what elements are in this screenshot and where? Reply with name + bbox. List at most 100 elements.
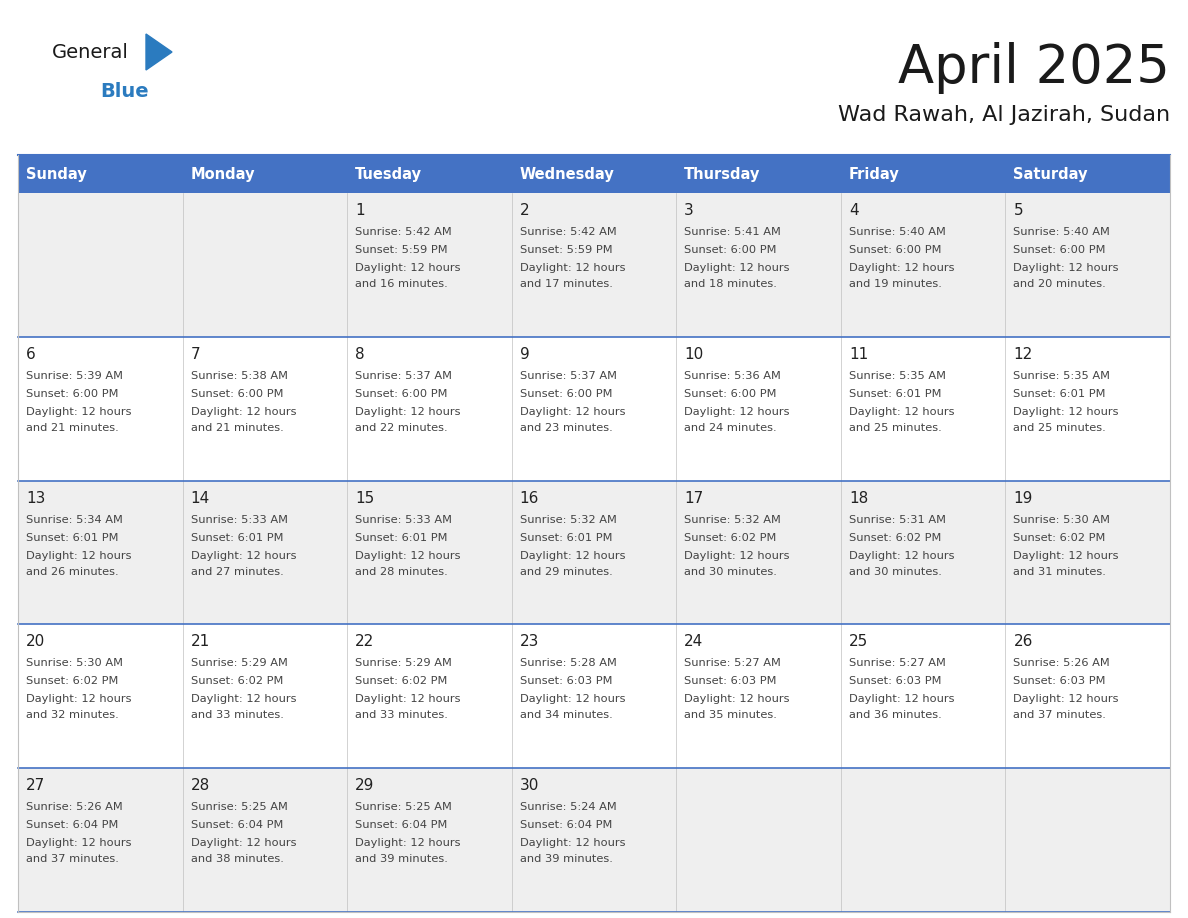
Text: Daylight: 12 hours: Daylight: 12 hours xyxy=(684,551,790,561)
Text: Sunset: 5:59 PM: Sunset: 5:59 PM xyxy=(519,245,612,255)
Text: and 20 minutes.: and 20 minutes. xyxy=(1013,279,1106,289)
Text: Daylight: 12 hours: Daylight: 12 hours xyxy=(1013,263,1119,273)
Text: Sunset: 6:03 PM: Sunset: 6:03 PM xyxy=(849,677,941,687)
Text: Daylight: 12 hours: Daylight: 12 hours xyxy=(519,694,625,704)
Text: and 36 minutes.: and 36 minutes. xyxy=(849,711,942,721)
Text: Tuesday: Tuesday xyxy=(355,166,422,182)
Bar xyxy=(18,337,1170,481)
Text: Sunrise: 5:24 AM: Sunrise: 5:24 AM xyxy=(519,802,617,812)
Text: Blue: Blue xyxy=(100,82,148,101)
Text: 16: 16 xyxy=(519,490,539,506)
Text: Sunrise: 5:37 AM: Sunrise: 5:37 AM xyxy=(519,371,617,381)
Text: and 33 minutes.: and 33 minutes. xyxy=(355,711,448,721)
Text: Wednesday: Wednesday xyxy=(519,166,614,182)
Text: and 19 minutes.: and 19 minutes. xyxy=(849,279,942,289)
Text: Sunrise: 5:40 AM: Sunrise: 5:40 AM xyxy=(849,227,946,237)
Bar xyxy=(18,768,1170,912)
Text: Sunset: 6:00 PM: Sunset: 6:00 PM xyxy=(355,389,448,398)
Text: Sunset: 6:01 PM: Sunset: 6:01 PM xyxy=(26,532,119,543)
Text: and 35 minutes.: and 35 minutes. xyxy=(684,711,777,721)
Text: Daylight: 12 hours: Daylight: 12 hours xyxy=(355,407,461,417)
Text: and 31 minutes.: and 31 minutes. xyxy=(1013,566,1106,577)
Text: and 16 minutes.: and 16 minutes. xyxy=(355,279,448,289)
Text: and 33 minutes.: and 33 minutes. xyxy=(190,711,284,721)
Text: Sunset: 6:00 PM: Sunset: 6:00 PM xyxy=(26,389,119,398)
Text: 22: 22 xyxy=(355,634,374,649)
Text: and 22 minutes.: and 22 minutes. xyxy=(355,423,448,432)
Text: 21: 21 xyxy=(190,634,210,649)
Text: 13: 13 xyxy=(26,490,45,506)
Text: and 23 minutes.: and 23 minutes. xyxy=(519,423,613,432)
Text: 19: 19 xyxy=(1013,490,1032,506)
Text: and 28 minutes.: and 28 minutes. xyxy=(355,566,448,577)
Text: and 37 minutes.: and 37 minutes. xyxy=(26,855,119,864)
Text: and 17 minutes.: and 17 minutes. xyxy=(519,279,613,289)
Text: Wad Rawah, Al Jazirah, Sudan: Wad Rawah, Al Jazirah, Sudan xyxy=(838,105,1170,125)
Text: 7: 7 xyxy=(190,347,201,362)
Text: Sunset: 6:03 PM: Sunset: 6:03 PM xyxy=(1013,677,1106,687)
Text: 27: 27 xyxy=(26,778,45,793)
Text: Sunset: 6:04 PM: Sunset: 6:04 PM xyxy=(26,820,119,830)
Text: 26: 26 xyxy=(1013,634,1032,649)
Text: and 30 minutes.: and 30 minutes. xyxy=(684,566,777,577)
Text: Daylight: 12 hours: Daylight: 12 hours xyxy=(1013,694,1119,704)
Text: 29: 29 xyxy=(355,778,374,793)
Text: 12: 12 xyxy=(1013,347,1032,362)
Text: Sunrise: 5:29 AM: Sunrise: 5:29 AM xyxy=(190,658,287,668)
Text: Daylight: 12 hours: Daylight: 12 hours xyxy=(355,694,461,704)
Text: Sunrise: 5:27 AM: Sunrise: 5:27 AM xyxy=(849,658,946,668)
Text: 18: 18 xyxy=(849,490,868,506)
Text: 24: 24 xyxy=(684,634,703,649)
Text: and 39 minutes.: and 39 minutes. xyxy=(355,855,448,864)
Text: Sunrise: 5:25 AM: Sunrise: 5:25 AM xyxy=(355,802,451,812)
Text: Sunset: 6:02 PM: Sunset: 6:02 PM xyxy=(26,677,119,687)
Text: Sunrise: 5:42 AM: Sunrise: 5:42 AM xyxy=(519,227,617,237)
Bar xyxy=(18,193,1170,337)
Text: Sunrise: 5:38 AM: Sunrise: 5:38 AM xyxy=(190,371,287,381)
Text: Daylight: 12 hours: Daylight: 12 hours xyxy=(519,263,625,273)
Text: 11: 11 xyxy=(849,347,868,362)
Text: Daylight: 12 hours: Daylight: 12 hours xyxy=(26,551,132,561)
Text: Sunset: 6:00 PM: Sunset: 6:00 PM xyxy=(684,245,777,255)
Text: Sunrise: 5:29 AM: Sunrise: 5:29 AM xyxy=(355,658,451,668)
Text: Sunset: 6:02 PM: Sunset: 6:02 PM xyxy=(190,677,283,687)
Text: Sunset: 6:02 PM: Sunset: 6:02 PM xyxy=(355,677,448,687)
Text: Sunrise: 5:34 AM: Sunrise: 5:34 AM xyxy=(26,515,122,524)
Text: Sunrise: 5:25 AM: Sunrise: 5:25 AM xyxy=(190,802,287,812)
Text: and 18 minutes.: and 18 minutes. xyxy=(684,279,777,289)
Bar xyxy=(18,624,1170,768)
Text: 8: 8 xyxy=(355,347,365,362)
Text: Sunrise: 5:30 AM: Sunrise: 5:30 AM xyxy=(1013,515,1111,524)
Text: 5: 5 xyxy=(1013,203,1023,218)
Text: 1: 1 xyxy=(355,203,365,218)
Text: Sunset: 6:01 PM: Sunset: 6:01 PM xyxy=(190,532,283,543)
Text: Sunset: 6:04 PM: Sunset: 6:04 PM xyxy=(190,820,283,830)
Text: and 34 minutes.: and 34 minutes. xyxy=(519,711,613,721)
Text: Sunset: 6:00 PM: Sunset: 6:00 PM xyxy=(1013,245,1106,255)
Text: Saturday: Saturday xyxy=(1013,166,1088,182)
Text: Daylight: 12 hours: Daylight: 12 hours xyxy=(190,838,296,848)
Text: Sunrise: 5:40 AM: Sunrise: 5:40 AM xyxy=(1013,227,1111,237)
Bar xyxy=(18,481,1170,624)
Text: 25: 25 xyxy=(849,634,868,649)
Text: Sunrise: 5:37 AM: Sunrise: 5:37 AM xyxy=(355,371,453,381)
Text: Sunset: 5:59 PM: Sunset: 5:59 PM xyxy=(355,245,448,255)
Text: and 25 minutes.: and 25 minutes. xyxy=(1013,423,1106,432)
Text: and 39 minutes.: and 39 minutes. xyxy=(519,855,613,864)
Text: April 2025: April 2025 xyxy=(898,42,1170,94)
Text: and 26 minutes.: and 26 minutes. xyxy=(26,566,119,577)
Text: Sunset: 6:00 PM: Sunset: 6:00 PM xyxy=(190,389,283,398)
Text: Daylight: 12 hours: Daylight: 12 hours xyxy=(26,838,132,848)
Text: Sunset: 6:02 PM: Sunset: 6:02 PM xyxy=(684,532,777,543)
Text: Daylight: 12 hours: Daylight: 12 hours xyxy=(26,407,132,417)
Text: Sunrise: 5:39 AM: Sunrise: 5:39 AM xyxy=(26,371,124,381)
Text: Sunrise: 5:35 AM: Sunrise: 5:35 AM xyxy=(1013,371,1111,381)
Text: Daylight: 12 hours: Daylight: 12 hours xyxy=(190,694,296,704)
Text: Sunset: 6:04 PM: Sunset: 6:04 PM xyxy=(355,820,448,830)
Text: Daylight: 12 hours: Daylight: 12 hours xyxy=(684,694,790,704)
Text: Daylight: 12 hours: Daylight: 12 hours xyxy=(355,838,461,848)
Text: 2: 2 xyxy=(519,203,530,218)
Text: 23: 23 xyxy=(519,634,539,649)
Text: Sunset: 6:01 PM: Sunset: 6:01 PM xyxy=(849,389,941,398)
Text: Sunset: 6:00 PM: Sunset: 6:00 PM xyxy=(849,245,941,255)
